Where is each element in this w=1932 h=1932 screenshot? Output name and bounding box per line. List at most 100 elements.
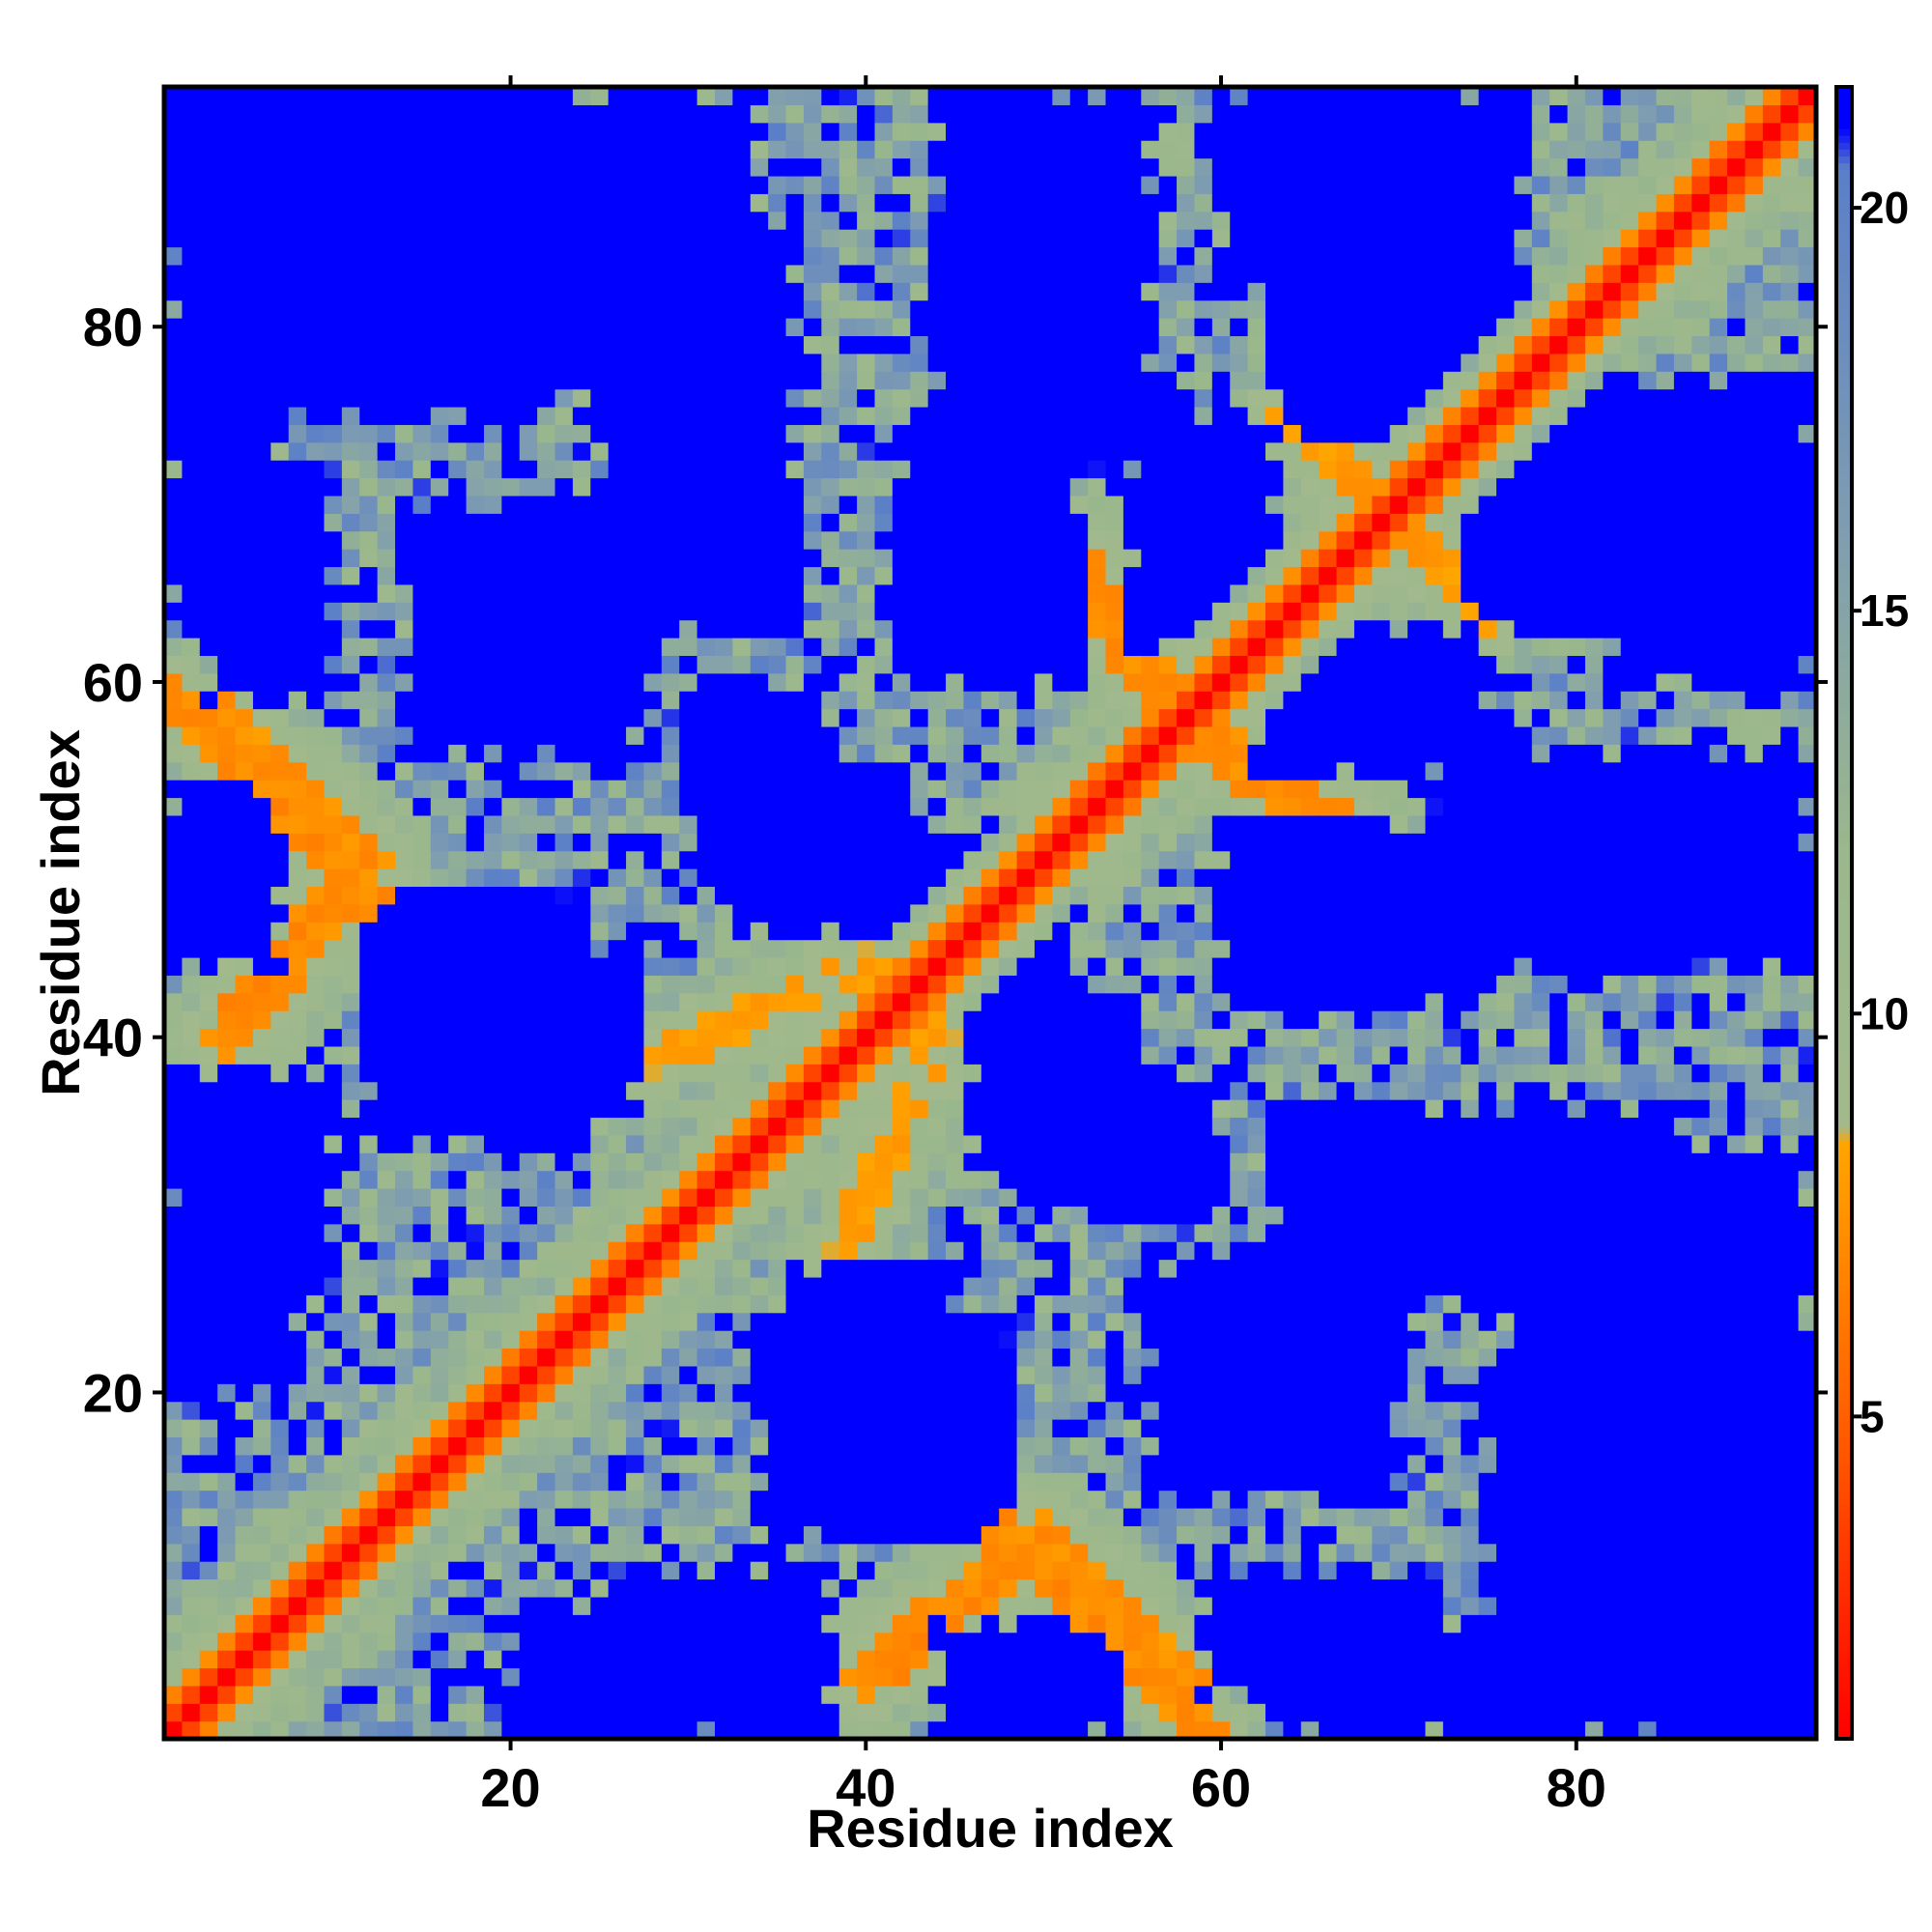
heatmap-cell bbox=[661, 353, 680, 372]
heatmap-cell bbox=[626, 1028, 645, 1047]
heatmap-cell bbox=[643, 1632, 663, 1651]
heatmap-cell bbox=[661, 903, 680, 923]
heatmap-cell bbox=[715, 299, 733, 319]
heatmap-cell bbox=[679, 1188, 698, 1207]
heatmap-cell bbox=[768, 1188, 787, 1207]
heatmap-cell bbox=[910, 814, 929, 834]
heatmap-cell bbox=[306, 513, 326, 532]
heatmap-cell bbox=[679, 211, 698, 230]
heatmap-cell bbox=[696, 424, 716, 443]
heatmap-cell bbox=[199, 513, 218, 532]
heatmap-cell bbox=[696, 602, 716, 621]
heatmap-cell bbox=[785, 104, 805, 124]
heatmap-cell bbox=[838, 335, 858, 355]
heatmap-cell bbox=[377, 1436, 396, 1456]
heatmap-cell bbox=[750, 975, 769, 994]
heatmap-cell bbox=[946, 1276, 965, 1295]
heatmap-cell bbox=[235, 549, 254, 568]
heatmap-cell bbox=[537, 1188, 556, 1207]
heatmap-cell bbox=[750, 761, 769, 781]
heatmap-cell bbox=[235, 1632, 254, 1651]
heatmap-cell bbox=[927, 1454, 947, 1473]
heatmap-cell bbox=[270, 1454, 290, 1473]
heatmap-cell bbox=[643, 850, 663, 869]
heatmap-cell bbox=[199, 1206, 218, 1225]
heatmap-cell bbox=[217, 850, 237, 869]
heatmap-cell bbox=[199, 975, 218, 994]
heatmap-cell bbox=[785, 761, 805, 781]
heatmap-cell bbox=[1069, 1348, 1089, 1367]
heatmap-cell bbox=[626, 1507, 645, 1526]
heatmap-cell bbox=[554, 1028, 574, 1047]
heatmap-cell bbox=[519, 1454, 538, 1473]
heatmap-cell bbox=[1105, 903, 1124, 923]
heatmap-cell bbox=[235, 761, 254, 781]
heatmap-cell bbox=[679, 424, 698, 443]
heatmap-cell bbox=[927, 122, 947, 141]
heatmap-cell bbox=[750, 780, 769, 799]
heatmap-cell bbox=[679, 975, 698, 994]
heatmap-cell bbox=[182, 513, 201, 532]
heatmap-cell bbox=[412, 495, 432, 514]
heatmap-cell bbox=[803, 406, 822, 425]
heatmap-cell bbox=[910, 1241, 929, 1261]
heatmap-cell bbox=[963, 814, 982, 834]
heatmap-cell bbox=[1105, 1294, 1124, 1314]
heatmap-cell bbox=[377, 1188, 396, 1207]
heatmap-cell bbox=[999, 1578, 1018, 1598]
heatmap-cell bbox=[821, 1543, 840, 1562]
heatmap-cell bbox=[946, 725, 965, 745]
heatmap-cell bbox=[324, 299, 343, 319]
heatmap-cell bbox=[324, 583, 343, 603]
heatmap-cell bbox=[1088, 1294, 1107, 1314]
heatmap-cell bbox=[1034, 460, 1053, 479]
heatmap-cell bbox=[803, 1365, 822, 1384]
heatmap-cell bbox=[501, 1436, 521, 1456]
heatmap-cell bbox=[679, 850, 698, 869]
heatmap-cell bbox=[554, 246, 574, 266]
heatmap-cell bbox=[608, 1650, 627, 1669]
heatmap-cell bbox=[377, 335, 396, 355]
heatmap-cell bbox=[235, 691, 254, 710]
heatmap-cell bbox=[910, 1632, 929, 1651]
heatmap-cell bbox=[1034, 549, 1053, 568]
heatmap-cell bbox=[554, 388, 574, 408]
heatmap-cell bbox=[626, 388, 645, 408]
heatmap-cell bbox=[537, 655, 556, 674]
heatmap-cell bbox=[590, 868, 610, 888]
heatmap-cell bbox=[412, 1064, 432, 1083]
heatmap-cell bbox=[341, 371, 360, 390]
heatmap-cell bbox=[1069, 1703, 1089, 1722]
heatmap-cell bbox=[910, 1472, 929, 1492]
heatmap-cell bbox=[324, 1419, 343, 1438]
heatmap-cell bbox=[395, 477, 414, 497]
heatmap-cell bbox=[715, 975, 733, 994]
heatmap-cell bbox=[341, 264, 360, 283]
heatmap-cell bbox=[643, 371, 663, 390]
heatmap-cell bbox=[448, 1525, 468, 1545]
heatmap-cell bbox=[1088, 725, 1107, 745]
heatmap-cell bbox=[537, 1064, 556, 1083]
heatmap-cell bbox=[270, 1596, 290, 1615]
heatmap-cell bbox=[182, 1614, 201, 1634]
heatmap-cell bbox=[643, 1454, 663, 1473]
heatmap-cell bbox=[715, 1454, 733, 1473]
heatmap-cell bbox=[679, 886, 698, 905]
heatmap-cell bbox=[643, 1045, 663, 1065]
heatmap-cell bbox=[1016, 744, 1036, 763]
heatmap-cell bbox=[412, 549, 432, 568]
heatmap-cell bbox=[270, 797, 290, 816]
heatmap-cell bbox=[715, 549, 733, 568]
heatmap-cell bbox=[430, 725, 449, 745]
heatmap-cell bbox=[821, 1276, 840, 1295]
heatmap-cell bbox=[768, 1720, 787, 1740]
heatmap-cell bbox=[838, 1507, 858, 1526]
heatmap-cell bbox=[838, 1010, 858, 1030]
heatmap-cell bbox=[395, 1720, 414, 1740]
heatmap-cell bbox=[626, 1596, 645, 1615]
heatmap-cell bbox=[501, 1472, 521, 1492]
heatmap-cell bbox=[448, 1330, 468, 1350]
heatmap-cell bbox=[590, 1525, 610, 1545]
heatmap-cell bbox=[519, 193, 538, 213]
heatmap-cell bbox=[235, 1703, 254, 1722]
